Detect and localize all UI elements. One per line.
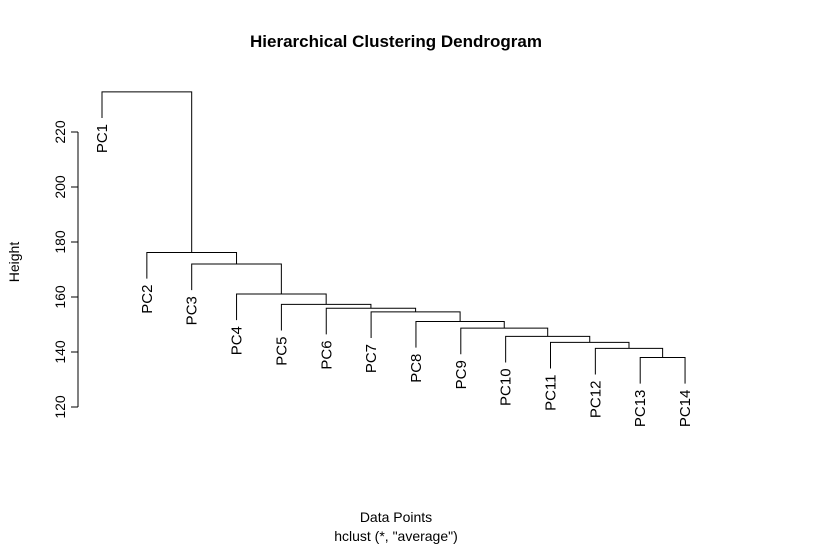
dendrogram-branch — [594, 347, 664, 375]
leaf-label: PC11 — [543, 375, 560, 411]
y-tick-label: 200 — [52, 175, 68, 199]
dendrogram-branch — [550, 341, 630, 369]
y-tick-label: 180 — [52, 230, 68, 254]
y-axis: 120 140 160 180 200 220 — [52, 120, 79, 419]
leaf-label: PC9 — [453, 360, 470, 389]
y-tick-label: 160 — [52, 285, 68, 309]
leaf-label: PC7 — [363, 344, 380, 373]
y-tick-label: 120 — [52, 395, 68, 419]
y-tick-label: 220 — [52, 120, 68, 144]
leaf-label: PC8 — [408, 354, 425, 383]
y-tick-label: 140 — [52, 340, 68, 364]
leaf-label: PC14 — [677, 390, 694, 428]
dendrogram-branch — [639, 357, 686, 384]
x-axis-sublabel: hclust (*, "average") — [334, 528, 458, 544]
leaf-label: PC3 — [184, 296, 201, 325]
leaf-label: PC5 — [273, 337, 290, 366]
dendrogram-branch — [415, 320, 505, 348]
chart-title: Hierarchical Clustering Dendrogram — [250, 32, 542, 51]
x-axis-label: Data Points — [360, 509, 432, 525]
dendrogram-branch — [460, 327, 549, 355]
leaf-label: PC4 — [229, 326, 246, 355]
leaf-label: PC2 — [139, 285, 156, 314]
leaf-label: PC10 — [498, 368, 515, 406]
y-axis-label: Height — [6, 242, 22, 283]
dendrogram-branches — [101, 91, 686, 384]
dendrogram-branch — [191, 263, 282, 294]
dendrogram-branch — [505, 335, 591, 363]
leaf-label: PC13 — [632, 390, 649, 428]
leaf-label: PC12 — [587, 381, 604, 419]
dendrogram-branch — [101, 91, 193, 253]
leaf-labels: PC1 PC2 PC3 PC4 PC5 PC6 PC7 PC8 PC9 PC10 PC11 PC12 P… — [94, 124, 694, 427]
leaf-label: PC1 — [94, 124, 111, 153]
leaf-label: PC6 — [318, 340, 335, 369]
